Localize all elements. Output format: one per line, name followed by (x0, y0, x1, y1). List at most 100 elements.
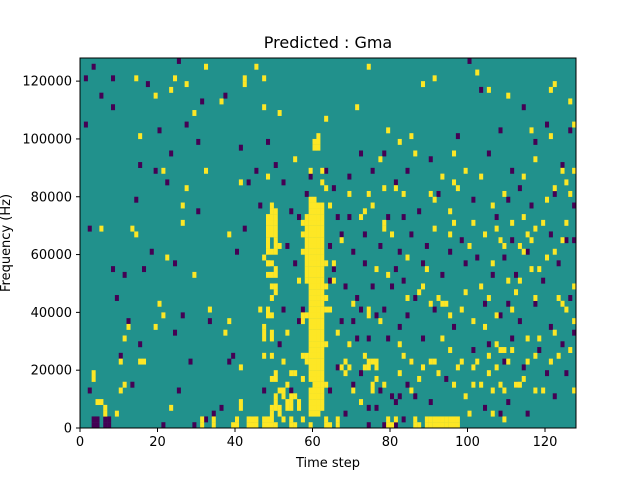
heatmap-cell-high (455, 364, 460, 371)
heatmap-cell-high (312, 323, 317, 330)
heatmap-cell-high (273, 422, 278, 429)
heatmap-cell-high (269, 208, 274, 215)
heatmap-cell-high (560, 237, 565, 244)
heatmap-cell-high (471, 364, 476, 371)
heatmap-cell-low (393, 179, 398, 186)
heatmap-cell-high (266, 243, 271, 249)
heatmap-cell-high (328, 422, 333, 429)
heatmap-cell-high (169, 86, 174, 93)
y-tick-label: 120000 (22, 75, 72, 90)
heatmap-cell-high (308, 214, 313, 221)
heatmap-cell-low (483, 300, 488, 307)
heatmap-cell-high (316, 283, 321, 290)
heatmap-cell-high (552, 185, 557, 192)
heatmap-cell-high (138, 133, 143, 140)
heatmap-cell-high (483, 231, 488, 238)
heatmap-cell-high (269, 335, 274, 342)
heatmap-cell-high (316, 370, 321, 377)
heatmap-cell-high (312, 387, 317, 394)
heatmap-cell-low (533, 138, 538, 145)
heatmap-cell-high (374, 375, 379, 382)
heatmap-cell-high (514, 381, 519, 388)
heatmap-cell-high (471, 381, 476, 388)
heatmap-cell-high (479, 283, 484, 290)
heatmap-cell-high (273, 404, 278, 411)
heatmap-cell-low (459, 237, 464, 244)
heatmap-cell-high (312, 335, 317, 342)
heatmap-cell-high (475, 358, 480, 365)
heatmap-cell-high (378, 156, 383, 163)
heatmap-cell-high (366, 358, 371, 365)
heatmap-cell-low (343, 410, 348, 417)
heatmap-cell-high (316, 202, 321, 209)
heatmap-cell-high (324, 306, 329, 313)
heatmap-cell-low (432, 306, 437, 313)
heatmap-cell-high (320, 370, 325, 377)
heatmap-cell-high (320, 248, 325, 255)
heatmap-cell-high (436, 422, 441, 429)
heatmap-cell-high (304, 312, 309, 319)
heatmap-cell-high (277, 404, 282, 411)
heatmap-cell-high (308, 219, 313, 226)
heatmap-cell-high (99, 399, 104, 406)
heatmap-cell-high (211, 422, 216, 429)
heatmap-cell-high (366, 190, 371, 197)
heatmap-cells (83, 58, 577, 429)
heatmap-cell-high (308, 208, 313, 215)
heatmap-cell-high (316, 208, 321, 215)
heatmap-cell-high (374, 358, 379, 365)
heatmap-cell-high (273, 237, 278, 244)
heatmap-cell-low (246, 179, 251, 186)
heatmap-cell-high (533, 295, 538, 301)
heatmap-cell-high (289, 370, 294, 377)
heatmap-cell-high (103, 410, 108, 417)
heatmap-cell-high (99, 225, 104, 232)
heatmap-cell-high (502, 190, 507, 197)
heatmap-cell-high (308, 167, 313, 174)
heatmap-cell-high (436, 295, 441, 301)
heatmap-cell-high (273, 243, 278, 249)
y-tick-label: 60000 (31, 248, 72, 263)
heatmap-cell-high (432, 358, 437, 365)
heatmap-cell-high (359, 399, 364, 406)
heatmap-cell-high (300, 352, 305, 359)
heatmap-cell-low (211, 410, 216, 417)
heatmap-cell-low (378, 387, 383, 394)
heatmap-cell-low (560, 341, 565, 348)
heatmap-cell-high (424, 266, 429, 273)
heatmap-cell-high (428, 190, 433, 197)
heatmap-cell-high (517, 277, 522, 284)
heatmap-cell-high (459, 358, 464, 365)
heatmap-cell-high (506, 358, 511, 365)
heatmap-cell-high (510, 219, 515, 226)
heatmap-cell-high (386, 422, 391, 429)
heatmap-cell-high (297, 404, 302, 411)
heatmap-cell-low (103, 416, 108, 423)
heatmap-cell-high (312, 399, 317, 406)
heatmap-cell-high (269, 231, 274, 238)
heatmap-cell-high (266, 225, 271, 232)
y-axis-label: Frequency (Hz) (0, 194, 14, 292)
heatmap-cell-high (320, 208, 325, 215)
heatmap-cell-high (277, 110, 282, 116)
heatmap-cell-low (548, 323, 553, 330)
heatmap-cell-high (347, 364, 352, 371)
heatmap-cell-high (118, 358, 123, 365)
heatmap-cell-high (494, 341, 499, 348)
heatmap-cell-low (455, 133, 460, 140)
heatmap-cell-high (308, 289, 313, 296)
heatmap-cell-high (529, 237, 534, 244)
heatmap-cell-low (258, 202, 263, 209)
heatmap-cell-high (269, 202, 274, 209)
heatmap-cell-low (502, 358, 507, 365)
heatmap-cell-high (362, 352, 367, 359)
y-tick-label: 0 (64, 422, 72, 437)
heatmap-cell-low (545, 370, 550, 377)
heatmap-cell-high (316, 219, 321, 226)
heatmap-cell-high (266, 416, 271, 423)
heatmap-cell-high (312, 283, 317, 290)
heatmap-cell-high (432, 75, 437, 82)
heatmap-cell-high (320, 260, 325, 267)
heatmap-cell-high (444, 416, 449, 423)
heatmap-cell-low (572, 329, 577, 336)
